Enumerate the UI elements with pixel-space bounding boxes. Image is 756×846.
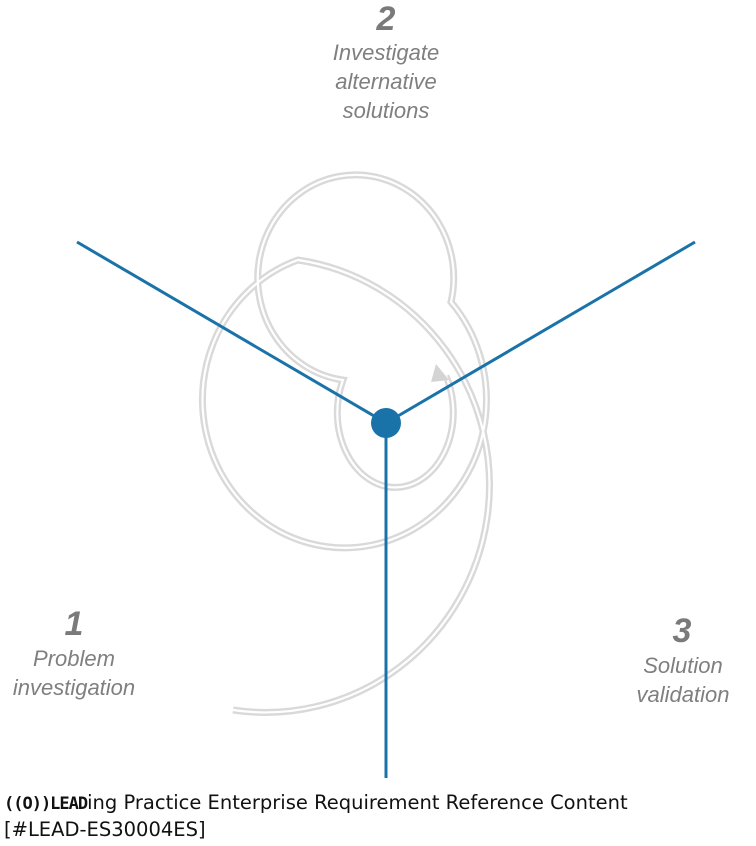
leading-logo: ((O))LEAD (4, 794, 88, 814)
phase-1-number: 1 (64, 605, 84, 643)
phase-3-number: 3 (672, 612, 692, 650)
axes (76, 240, 696, 778)
center-hub (371, 408, 401, 438)
footer-text: ing Practice Enterprise Requirement Refe… (87, 791, 628, 814)
phase-2-number: 2 (376, 0, 396, 38)
phase-3-label: Solution validation (636, 653, 730, 707)
footer-caption: ((O))LEADing Practice Enterprise Require… (4, 790, 752, 842)
spiral (198, 171, 493, 716)
footer-code: [#LEAD-ES30004ES] (4, 818, 206, 841)
axis-right (385, 240, 696, 425)
spiral-arrowhead (431, 364, 449, 382)
spiral-outer-stroke (198, 171, 493, 716)
axis-left (76, 240, 387, 425)
phase-1-label: Problem investigation (12, 646, 136, 700)
phase-2-label: Investigate alternative solutions (332, 40, 440, 123)
spiral-inner-stroke (201, 173, 491, 714)
